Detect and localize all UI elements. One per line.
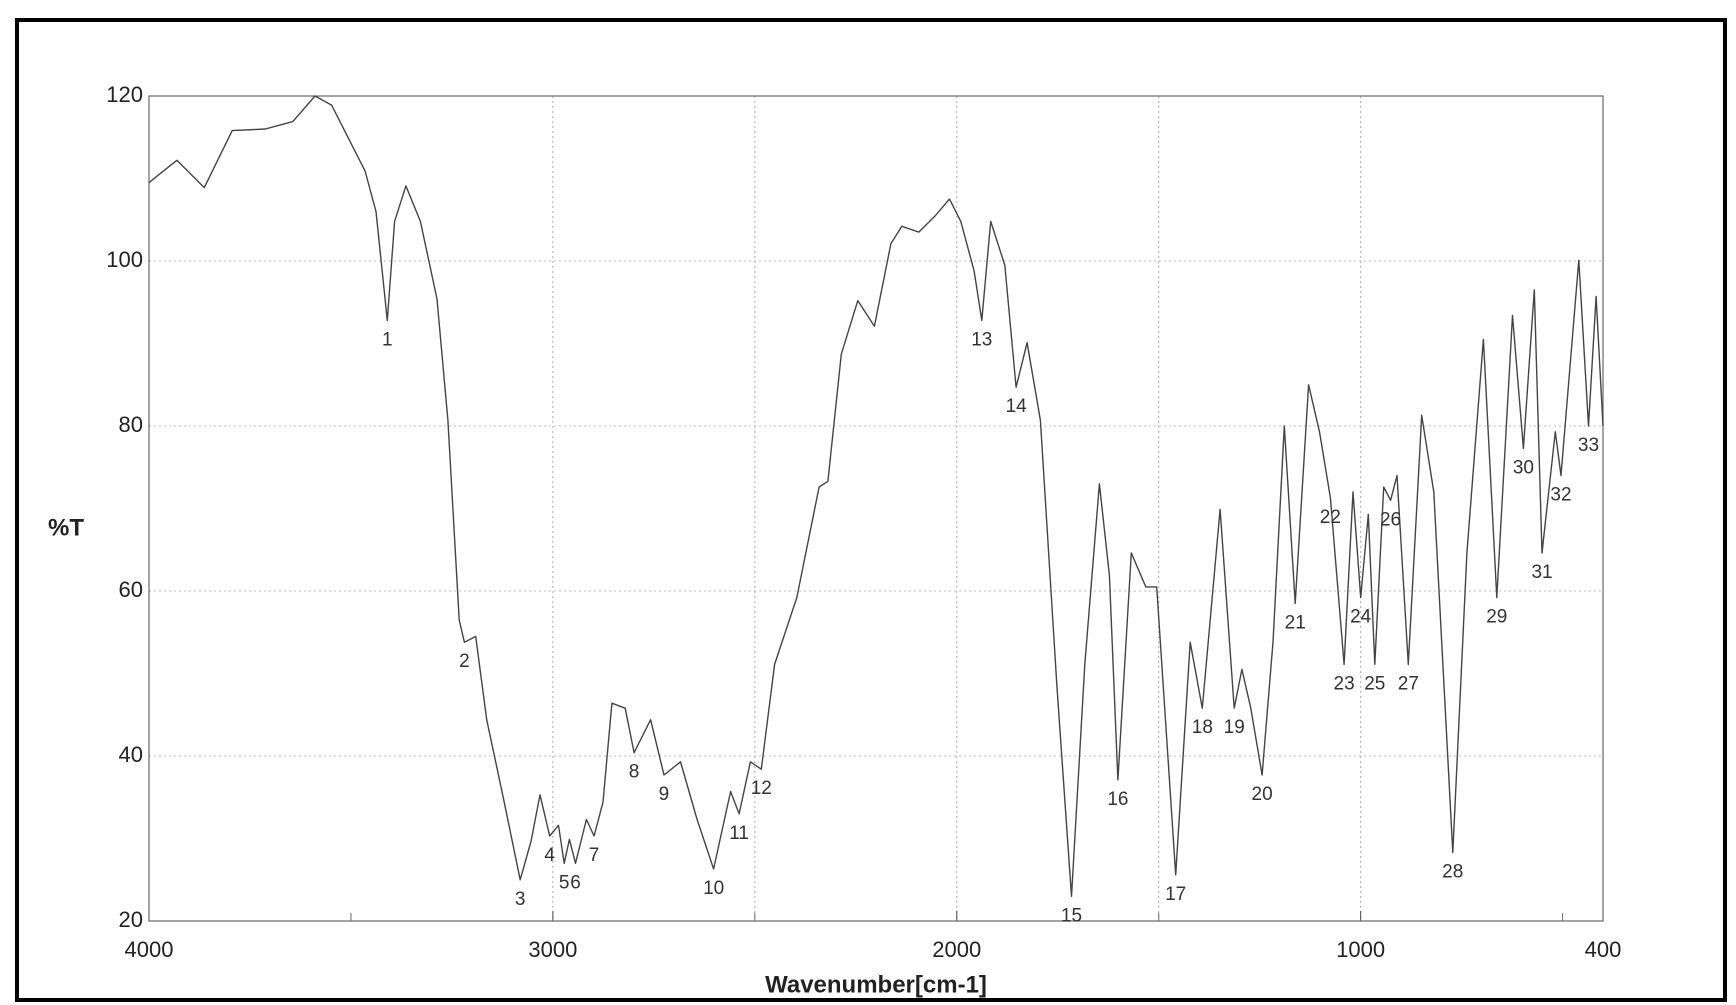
peak-label: 9 [659, 784, 670, 805]
peak-label: 11 [729, 823, 749, 844]
peak-label: 2 [459, 651, 470, 672]
peak-label: 6 [570, 872, 581, 893]
peak-label: 4 [544, 845, 555, 866]
x-tick-label: 2000 [932, 937, 981, 962]
y-tick-label: 100 [106, 247, 143, 272]
y-tick-label: 80 [119, 412, 143, 437]
peak-label: 32 [1550, 485, 1571, 506]
peak-label: 14 [1006, 396, 1028, 417]
peak-label: 27 [1398, 673, 1419, 694]
peak-label: 10 [703, 878, 724, 899]
peak-label: 24 [1350, 607, 1372, 628]
frame [15, 18, 1727, 1002]
y-tick-label: 40 [119, 742, 143, 767]
peak-label: 21 [1285, 612, 1306, 633]
peak-label: 30 [1513, 457, 1534, 478]
peak-label: 7 [589, 845, 600, 866]
y-tick-label: 20 [119, 907, 143, 932]
peak-label: 18 [1192, 717, 1213, 738]
peak-label: 1 [382, 329, 393, 350]
peak-label: 3 [515, 889, 526, 910]
peak-label: 5 [559, 872, 570, 893]
peak-label: 28 [1442, 862, 1463, 883]
x-axis-title: Wavenumber[cm-1] [765, 971, 987, 998]
peak-label: 29 [1486, 607, 1507, 628]
peak-label: 25 [1364, 673, 1385, 694]
peak-label: 8 [629, 762, 640, 783]
spectrum-line [148, 95, 1604, 897]
x-tick-label: 400 [1585, 937, 1622, 962]
peak-label: 33 [1578, 435, 1599, 456]
peak-label: 22 [1320, 507, 1341, 528]
y-tick-label: 120 [106, 82, 143, 107]
x-tick-label: 3000 [528, 937, 577, 962]
peak-label: 26 [1380, 509, 1401, 530]
peak-label: 20 [1252, 784, 1273, 805]
peak-label: 31 [1531, 562, 1552, 583]
y-tick-label: 60 [119, 577, 143, 602]
peak-label: 15 [1061, 905, 1082, 926]
y-axis-title: %T [48, 514, 84, 541]
x-tick-label: 4000 [125, 937, 174, 962]
peak-label: 16 [1107, 789, 1128, 810]
peak-label: 23 [1334, 673, 1355, 694]
x-tick-label: 1000 [1336, 937, 1385, 962]
peak-label: 12 [751, 778, 772, 799]
plot-frame [148, 95, 1604, 922]
peak-label: 17 [1165, 884, 1186, 905]
peak-label: 19 [1224, 717, 1245, 738]
peak-label: 13 [971, 329, 992, 350]
